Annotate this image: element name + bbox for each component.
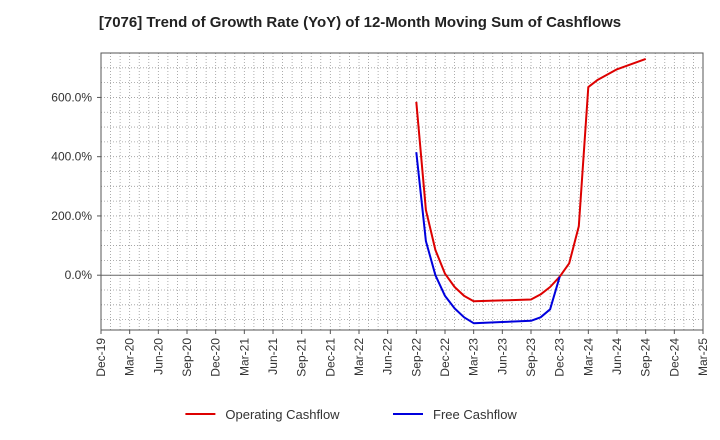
x-tick-label: Jun-20 — [151, 338, 165, 375]
y-tick-label: 400.0% — [51, 150, 92, 164]
x-tick-label: Mar-21 — [237, 338, 251, 376]
grid-layer — [101, 53, 703, 330]
x-tick-label: Dec-19 — [94, 338, 108, 377]
x-tick-label: Sep-21 — [295, 338, 309, 377]
x-tick-label: Sep-23 — [524, 338, 538, 377]
series-line-free-cashflow — [415, 152, 561, 325]
x-tick-label: Sep-24 — [639, 338, 653, 377]
x-tick-label: Mar-22 — [352, 338, 366, 376]
series-layer — [415, 57, 647, 325]
x-tick-label: Dec-23 — [553, 338, 567, 377]
x-tick-label: Mar-24 — [581, 338, 595, 376]
axis-layer: 0.0% 200.0% 400.0% 600.0% Dec-19 Mar-20 Jun-20… — [51, 52, 710, 377]
legend-label-operating-cashflow: Operating Cashflow — [225, 407, 340, 422]
x-tick-label: Dec-21 — [323, 338, 337, 377]
x-tick-label: Jun-21 — [266, 338, 280, 375]
chart-title: [7076] Trend of Growth Rate (YoY) of 12-… — [98, 14, 622, 31]
y-tick-label: 600.0% — [51, 90, 92, 104]
plot-area — [101, 53, 703, 330]
y-tick-label: 0.0% — [65, 268, 93, 282]
legend-layer: Operating Cashflow Free Cashflow — [185, 407, 517, 422]
x-tick-label: Mar-20 — [123, 338, 137, 376]
x-tick-label: Mar-23 — [467, 338, 481, 376]
x-tick-label: Jun-23 — [495, 338, 509, 375]
x-tick-label: Jun-22 — [381, 338, 395, 375]
x-tick-label: Sep-22 — [409, 338, 423, 377]
x-tick-label: Jun-24 — [610, 338, 624, 375]
y-tick-label: 200.0% — [51, 209, 92, 223]
x-tick-label: Dec-22 — [438, 338, 452, 377]
x-tick-label: Sep-20 — [180, 338, 194, 377]
legend-label-free-cashflow: Free Cashflow — [433, 407, 517, 422]
x-tick-label: Mar-25 — [696, 338, 710, 376]
series-line-operating-cashflow — [415, 57, 647, 303]
plot-border — [100, 52, 704, 331]
x-tick-label: Dec-20 — [209, 338, 223, 377]
x-tick-label: Dec-24 — [667, 338, 681, 377]
